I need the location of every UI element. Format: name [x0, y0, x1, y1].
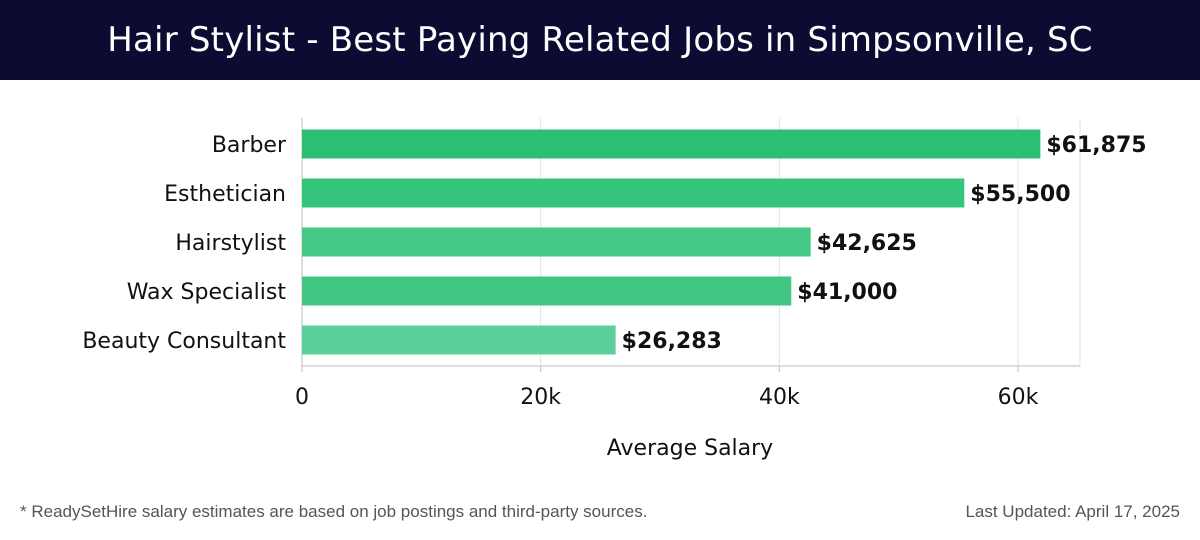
category-label-4: Beauty Consultant — [82, 329, 286, 354]
bar-2 — [302, 227, 811, 257]
value-label-3: $41,000 — [797, 280, 897, 305]
chart-header: Hair Stylist - Best Paying Related Jobs … — [0, 0, 1200, 80]
category-label-2: Hairstylist — [175, 231, 286, 256]
bar-0 — [302, 129, 1041, 159]
x-axis-title: Average Salary — [607, 436, 773, 461]
category-label-1: Esthetician — [164, 182, 286, 207]
x-tick-label-1: 20k — [520, 385, 561, 410]
bar-1 — [302, 178, 965, 208]
value-label-4: $26,283 — [622, 329, 722, 354]
category-label-0: Barber — [212, 133, 287, 158]
salary-bar-chart: 0 20k 40k 60k Barber $61,875 Esthetician $55,50… — [82, 118, 1147, 461]
x-tick-label-2: 40k — [759, 385, 800, 410]
page-title: Hair Stylist - Best Paying Related Jobs … — [107, 20, 1093, 60]
x-tick-label-0: 0 — [295, 385, 309, 410]
bar-4 — [302, 325, 616, 355]
last-updated: Last Updated: April 17, 2025 — [965, 502, 1180, 521]
category-label-3: Wax Specialist — [127, 280, 287, 305]
bar-3 — [302, 276, 792, 306]
x-tick-label-3: 60k — [998, 385, 1039, 410]
value-label-2: $42,625 — [817, 231, 917, 256]
value-label-1: $55,500 — [970, 182, 1070, 207]
footnote: * ReadySetHire salary estimates are base… — [20, 502, 648, 521]
value-label-0: $61,875 — [1046, 133, 1146, 158]
